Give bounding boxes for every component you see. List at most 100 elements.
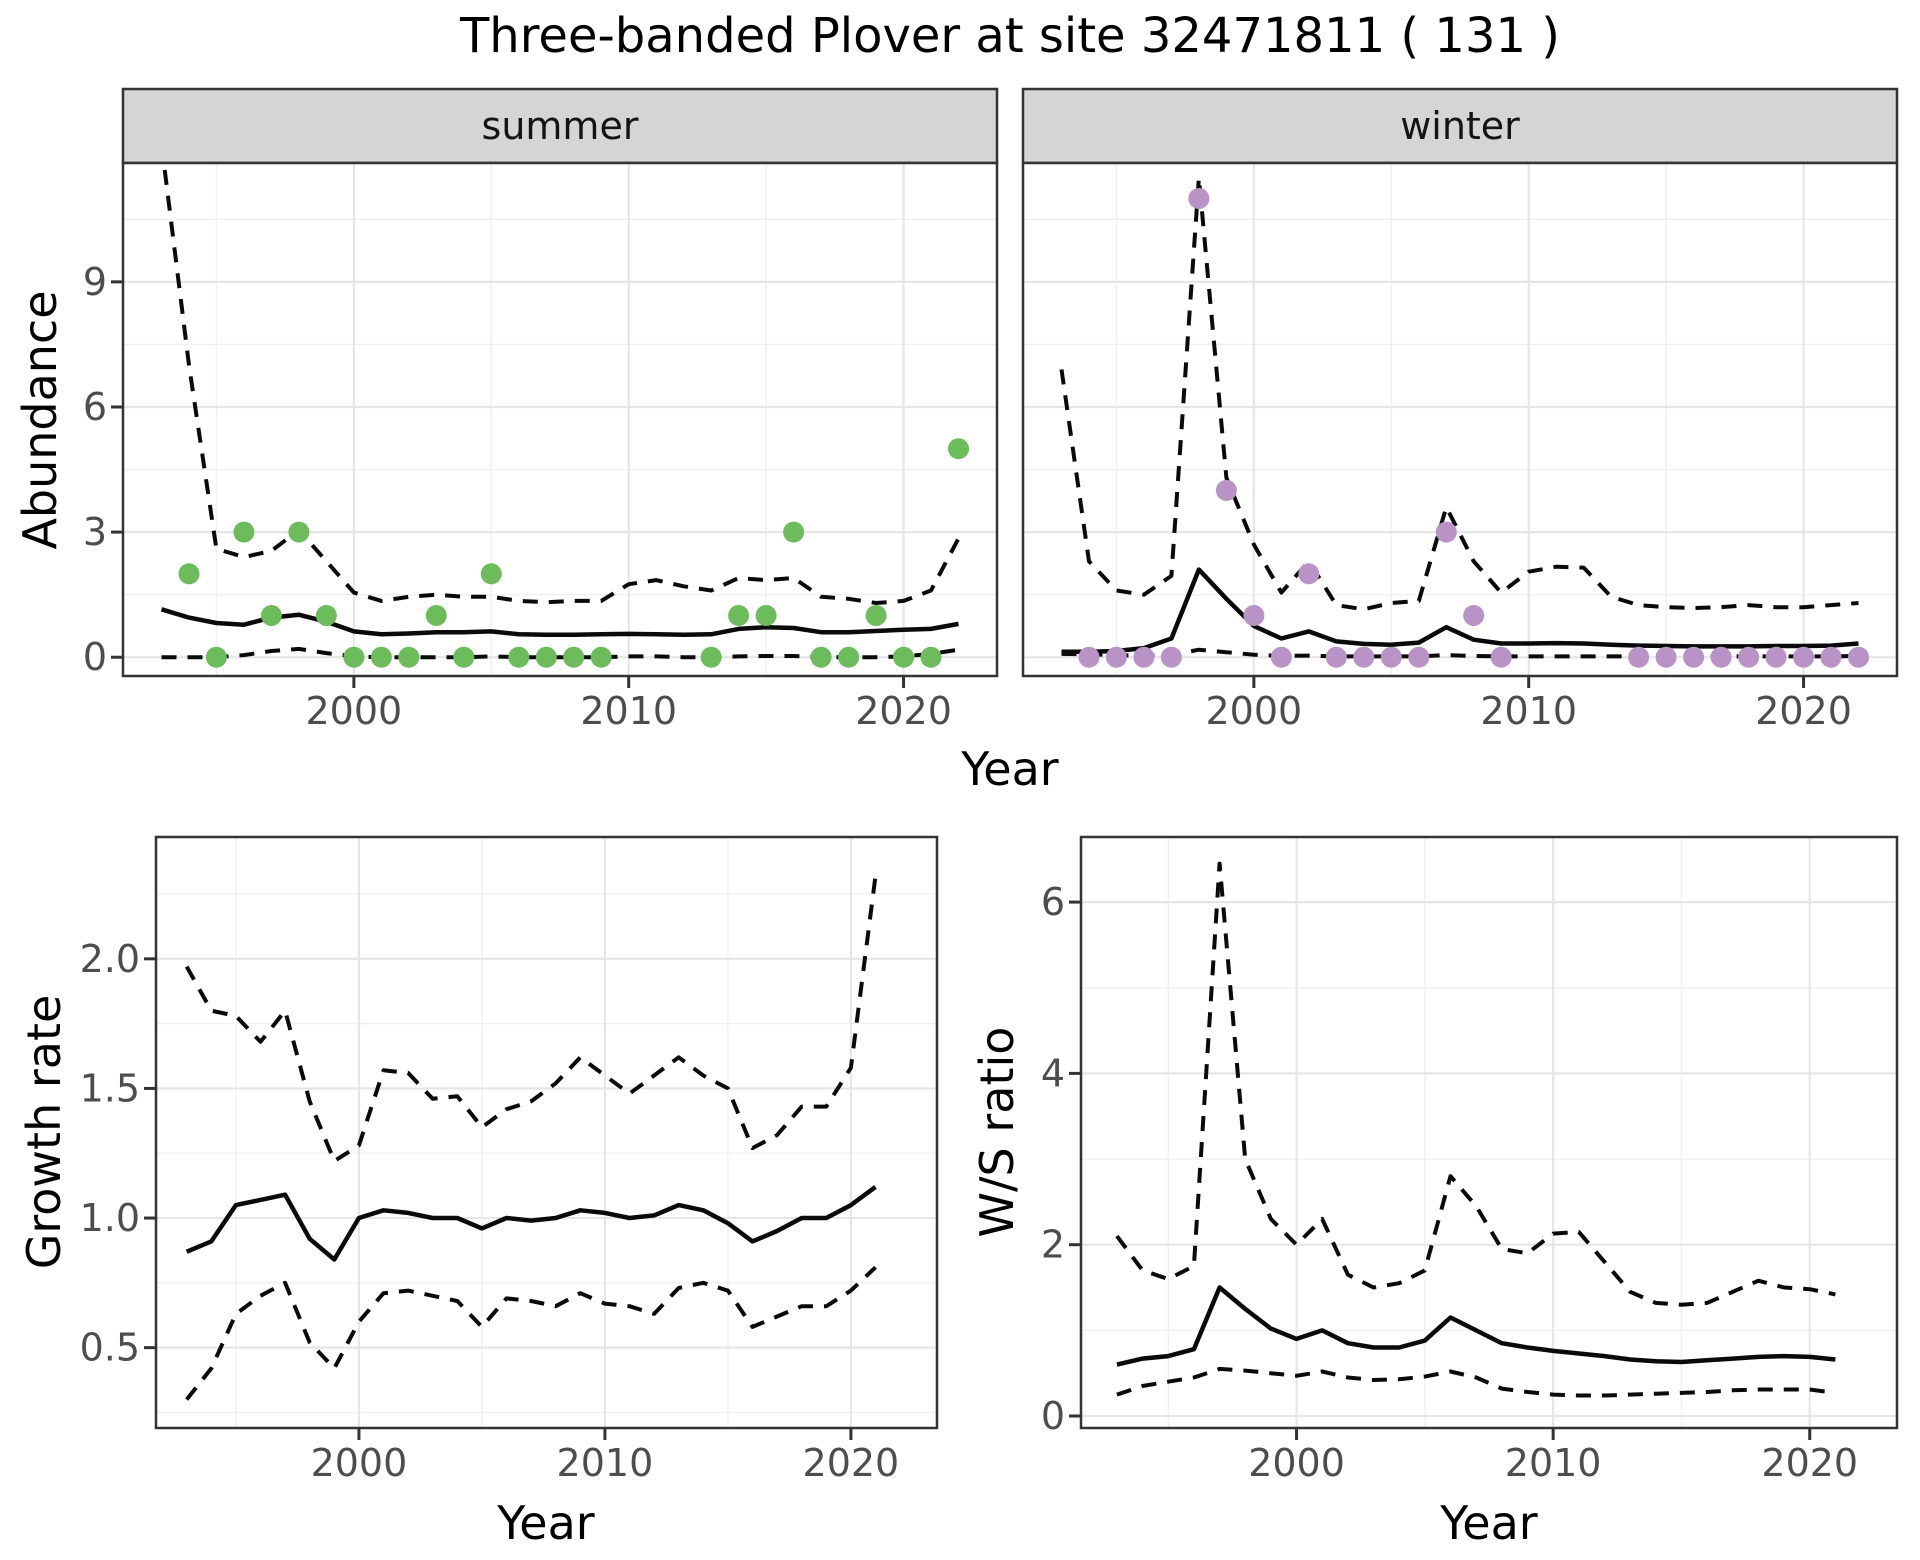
- y-tick-label: 0: [83, 635, 107, 679]
- panel-winter: 2000 2010 2020: [1021, 87, 1899, 733]
- count-point: [920, 646, 942, 668]
- count-point: [1133, 646, 1155, 668]
- y-tick-label: 6: [83, 385, 107, 429]
- count-point: [1105, 646, 1127, 668]
- facet-label-winter: winter: [1400, 104, 1520, 148]
- y-tick-label: 2.0: [80, 937, 140, 981]
- fit-line: [160, 607, 959, 637]
- y-tick-label: 4: [1041, 1051, 1065, 1095]
- count-point: [1435, 521, 1457, 543]
- panel-background: [1081, 837, 1897, 1428]
- ci-upper-line: [184, 875, 878, 1163]
- count-point: [948, 438, 969, 460]
- panel-background: [1023, 163, 1897, 676]
- y-tick-label: 9: [83, 260, 107, 304]
- figure-title: Three-banded Plover at site 32471811 ( 1…: [459, 8, 1560, 64]
- count-point: [288, 521, 310, 543]
- x-tick-label: 2020: [803, 1441, 900, 1485]
- count-point: [1793, 646, 1815, 668]
- panel-background: [123, 163, 997, 676]
- estimate-line: [185, 1185, 877, 1262]
- growth-rate-x-axis-title: Year: [497, 1496, 595, 1550]
- count-point: [370, 646, 392, 668]
- count-point: [178, 563, 200, 585]
- y-tick-label: 6: [1041, 880, 1065, 924]
- x-tick-label: 2010: [1480, 689, 1577, 733]
- count-point: [1738, 646, 1760, 668]
- panel-border: [121, 161, 999, 678]
- count-point: [700, 646, 722, 668]
- ci-upper-line: [1059, 175, 1859, 612]
- x-tick-label: 2010: [580, 689, 677, 733]
- count-point: [398, 646, 420, 668]
- y-tick-label: 1.5: [80, 1066, 140, 1110]
- count-point: [563, 646, 585, 668]
- count-point: [343, 646, 365, 668]
- y-tick-label: 3: [83, 510, 107, 554]
- count-point: [783, 521, 805, 543]
- count-point: [755, 605, 777, 626]
- count-point: [315, 605, 337, 626]
- abundance-y-axis-title: Abundance: [13, 290, 67, 550]
- ci-upper-line: [1115, 861, 1836, 1307]
- y-tick-label: 0: [1041, 1394, 1065, 1438]
- count-point: [1628, 646, 1650, 668]
- count-point: [205, 646, 227, 668]
- x-tick-label: 2000: [306, 689, 403, 733]
- panel-ws-ratio: 2000 2010 2020 0 2 4 6: [1041, 835, 1899, 1485]
- y-tick-label: 0.5: [80, 1326, 140, 1370]
- count-point: [535, 646, 557, 668]
- count-point: [1270, 646, 1292, 668]
- panel-background: [156, 837, 937, 1428]
- growth-rate-y-axis-title: Growth rate: [17, 994, 71, 1270]
- facet-strip: [121, 87, 999, 165]
- ci-lower-line: [1061, 647, 1859, 659]
- count-point: [1160, 646, 1182, 668]
- count-point: [1408, 646, 1430, 668]
- x-tick-label: 2000: [311, 1441, 408, 1485]
- count-point: [1325, 646, 1347, 668]
- count-point: [453, 646, 475, 668]
- x-tick-label: 2010: [1505, 1441, 1602, 1485]
- panel-border: [1079, 835, 1899, 1430]
- count-point: [1765, 646, 1787, 668]
- count-point: [480, 563, 502, 585]
- count-point: [1215, 479, 1237, 501]
- ci-lower-line: [1116, 1366, 1836, 1398]
- count-point: [1490, 646, 1512, 668]
- y-tick-label: 1.0: [80, 1196, 140, 1240]
- x-tick-label: 2000: [1248, 1441, 1345, 1485]
- panel-summer: 2000 2010 2020 0 3 6 9: [83, 87, 999, 733]
- count-point: [810, 646, 832, 668]
- x-tick-label: 2000: [1206, 689, 1303, 733]
- count-point: [1655, 646, 1677, 668]
- count-point: [260, 605, 282, 626]
- ws-ratio-y-axis-title: W/S ratio: [970, 1026, 1024, 1238]
- abundance-x-axis-title: Year: [961, 742, 1059, 796]
- count-point: [590, 646, 612, 668]
- count-point: [893, 646, 915, 668]
- count-point: [508, 646, 530, 668]
- count-point: [1353, 646, 1375, 668]
- count-point: [1820, 646, 1842, 668]
- count-point: [233, 521, 255, 543]
- count-point: [1078, 646, 1100, 668]
- ci-lower-line: [161, 646, 959, 660]
- panel-border: [154, 835, 939, 1430]
- count-point: [865, 605, 887, 626]
- count-point: [838, 646, 860, 668]
- count-point: [1463, 605, 1485, 626]
- count-point: [425, 605, 447, 626]
- count-point: [1683, 646, 1705, 668]
- x-tick-label: 2020: [855, 689, 952, 733]
- x-tick-label: 2010: [557, 1441, 654, 1485]
- count-point: [1380, 646, 1402, 668]
- panel-growth-rate: 2000 2010 2020 0.5 1.0 1.5 2.0: [80, 835, 939, 1485]
- count-point: [1243, 605, 1265, 626]
- count-point: [1710, 646, 1732, 668]
- count-point: [1848, 646, 1869, 668]
- x-tick-label: 2020: [1755, 689, 1852, 733]
- x-tick-label: 2020: [1761, 1441, 1858, 1485]
- ws-ratio-x-axis-title: Year: [1440, 1496, 1538, 1550]
